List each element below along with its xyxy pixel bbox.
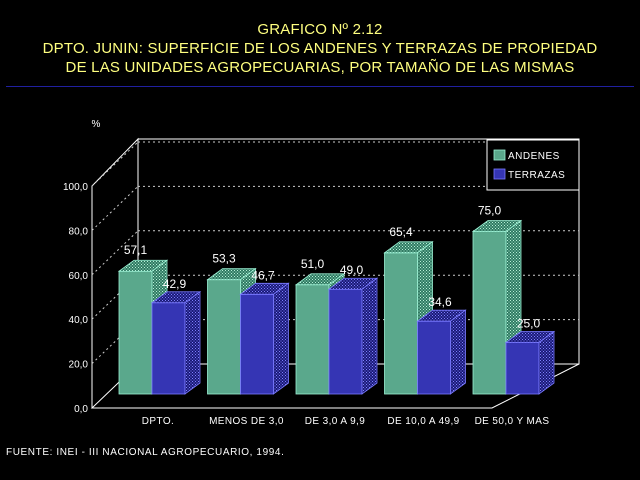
legend-swatch-terrazas [493, 168, 506, 180]
x-tick-label: DE 10,0 A 49,9 [387, 416, 459, 427]
y-tick-label: 40,0 [69, 315, 89, 326]
y-tick-label: 60,0 [69, 271, 89, 282]
y-axis: % 0,0 20,0 40,0 60,0 80,0 100,0 [63, 119, 101, 415]
title-divider [6, 86, 634, 87]
data-label: 46,7 [251, 268, 275, 282]
data-label: 34,6 [428, 295, 452, 309]
gridline-side [91, 186, 139, 231]
bar-front [240, 293, 274, 395]
legend-swatch-andenes [493, 149, 506, 161]
data-label: 65,4 [389, 225, 413, 239]
x-tick-label: DE 50,0 Y MAS [475, 416, 550, 427]
data-label: 25,0 [517, 317, 541, 331]
y-tick-label: 20,0 [69, 360, 89, 371]
bar-terrazas [327, 277, 379, 395]
bar-terrazas [416, 309, 467, 395]
bar-terrazas [150, 290, 202, 395]
bar-side [273, 282, 289, 395]
legend-label-terrazas: TERRAZAS [508, 170, 565, 181]
data-label: 53,3 [212, 252, 236, 266]
legend: ANDENES TERRAZAS [486, 139, 580, 191]
y-tick-label: 0,0 [74, 404, 88, 415]
data-label: 51,0 [301, 257, 325, 271]
bar-side [184, 290, 201, 395]
legend-label-andenes: ANDENES [508, 151, 560, 162]
x-tick-label: DPTO. [142, 416, 174, 427]
source-note: FUENTE: INEI - III NACIONAL AGROPECUARIO… [6, 447, 285, 458]
y-axis-label: % [92, 119, 101, 130]
chart-title: GRAFICO Nº 2.12 DPTO. JUNIN: SUPERFICIE … [0, 20, 640, 77]
gridline-side [91, 274, 139, 320]
gridline-side [91, 319, 139, 364]
bar-series: 57,1 42,9 53,3 46,7 51,0 49,0 65,4 34,6 75,0 25,0 [117, 204, 556, 395]
data-label: 57,1 [124, 243, 148, 257]
bar-front [417, 320, 451, 395]
y-tick-label: 80,0 [69, 226, 89, 237]
bar-front [295, 284, 330, 395]
chart-title-line-2: DPTO. JUNIN: SUPERFICIE DE LOS ANDENES Y… [42, 40, 598, 57]
data-label: 42,9 [163, 277, 187, 291]
x-tick-label: MENOS DE 3,0 [209, 416, 284, 427]
x-tick-label: DE 3,0 A 9,9 [305, 416, 365, 427]
chart-title-line-3: DE LAS UNIDADES AGROPECUARIAS, POR TAMAÑ… [65, 59, 575, 76]
bar-terrazas [239, 282, 290, 395]
bar-side [538, 330, 555, 395]
bar-front [118, 270, 153, 395]
bar-front [207, 279, 241, 395]
bar-front [505, 342, 540, 395]
bar-side [450, 309, 466, 395]
gridline-side [91, 141, 139, 187]
gridline-side [91, 230, 139, 276]
bar-front [328, 288, 363, 395]
bar-front [472, 231, 507, 395]
chart-title-line-1: GRAFICO Nº 2.12 [257, 21, 383, 38]
data-label: 49,0 [340, 263, 364, 277]
bar-front [151, 302, 186, 395]
data-label: 75,0 [478, 204, 502, 218]
bar-terrazas [504, 330, 556, 395]
bar-side [361, 277, 378, 395]
x-axis-labels: DPTO. MENOS DE 3,0 DE 3,0 A 9,9 DE 10,0 A 4… [142, 416, 550, 427]
y-tick-label: 100,0 [63, 182, 88, 193]
bar-front [384, 252, 418, 395]
legend-box [486, 139, 580, 191]
